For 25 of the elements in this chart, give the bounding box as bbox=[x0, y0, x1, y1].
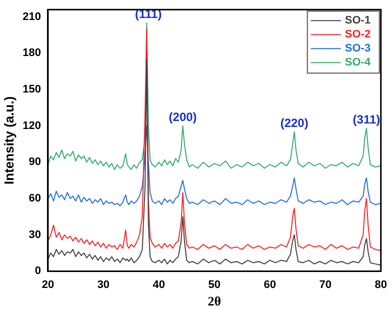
legend-label: SO-3 bbox=[344, 42, 371, 55]
x-tick-label: 20 bbox=[42, 278, 54, 291]
x-tick-label: 40 bbox=[152, 278, 166, 291]
legend-label: SO-2 bbox=[344, 28, 371, 41]
x-tick-label: 80 bbox=[374, 278, 388, 291]
y-tick-label: 60 bbox=[28, 192, 41, 205]
y-tick-label: 30 bbox=[28, 228, 41, 241]
annotation: (311) bbox=[352, 112, 380, 127]
annotation: (200) bbox=[168, 110, 197, 124]
y-tick-label: 150 bbox=[22, 84, 41, 96]
legend-label: SO-4 bbox=[344, 56, 372, 69]
annotation: (111) bbox=[135, 7, 162, 22]
x-axis-title: 2θ bbox=[208, 294, 222, 309]
x-tick-label: 70 bbox=[319, 278, 332, 291]
x-tick-label: 60 bbox=[264, 278, 276, 291]
annotation: (220) bbox=[280, 116, 308, 130]
legend-label: SO-1 bbox=[344, 14, 371, 27]
y-tick-label: 90 bbox=[28, 156, 41, 168]
y-tick-label: 180 bbox=[22, 47, 41, 60]
y-tick-label: 120 bbox=[22, 120, 41, 132]
y-axis-title: Intensity (a.u.) bbox=[1, 96, 16, 184]
y-tick-label: 0 bbox=[34, 265, 41, 278]
y-tick-label: 210 bbox=[22, 10, 41, 23]
x-tick-label: 30 bbox=[97, 278, 110, 291]
x-tick-label: 50 bbox=[208, 278, 221, 291]
